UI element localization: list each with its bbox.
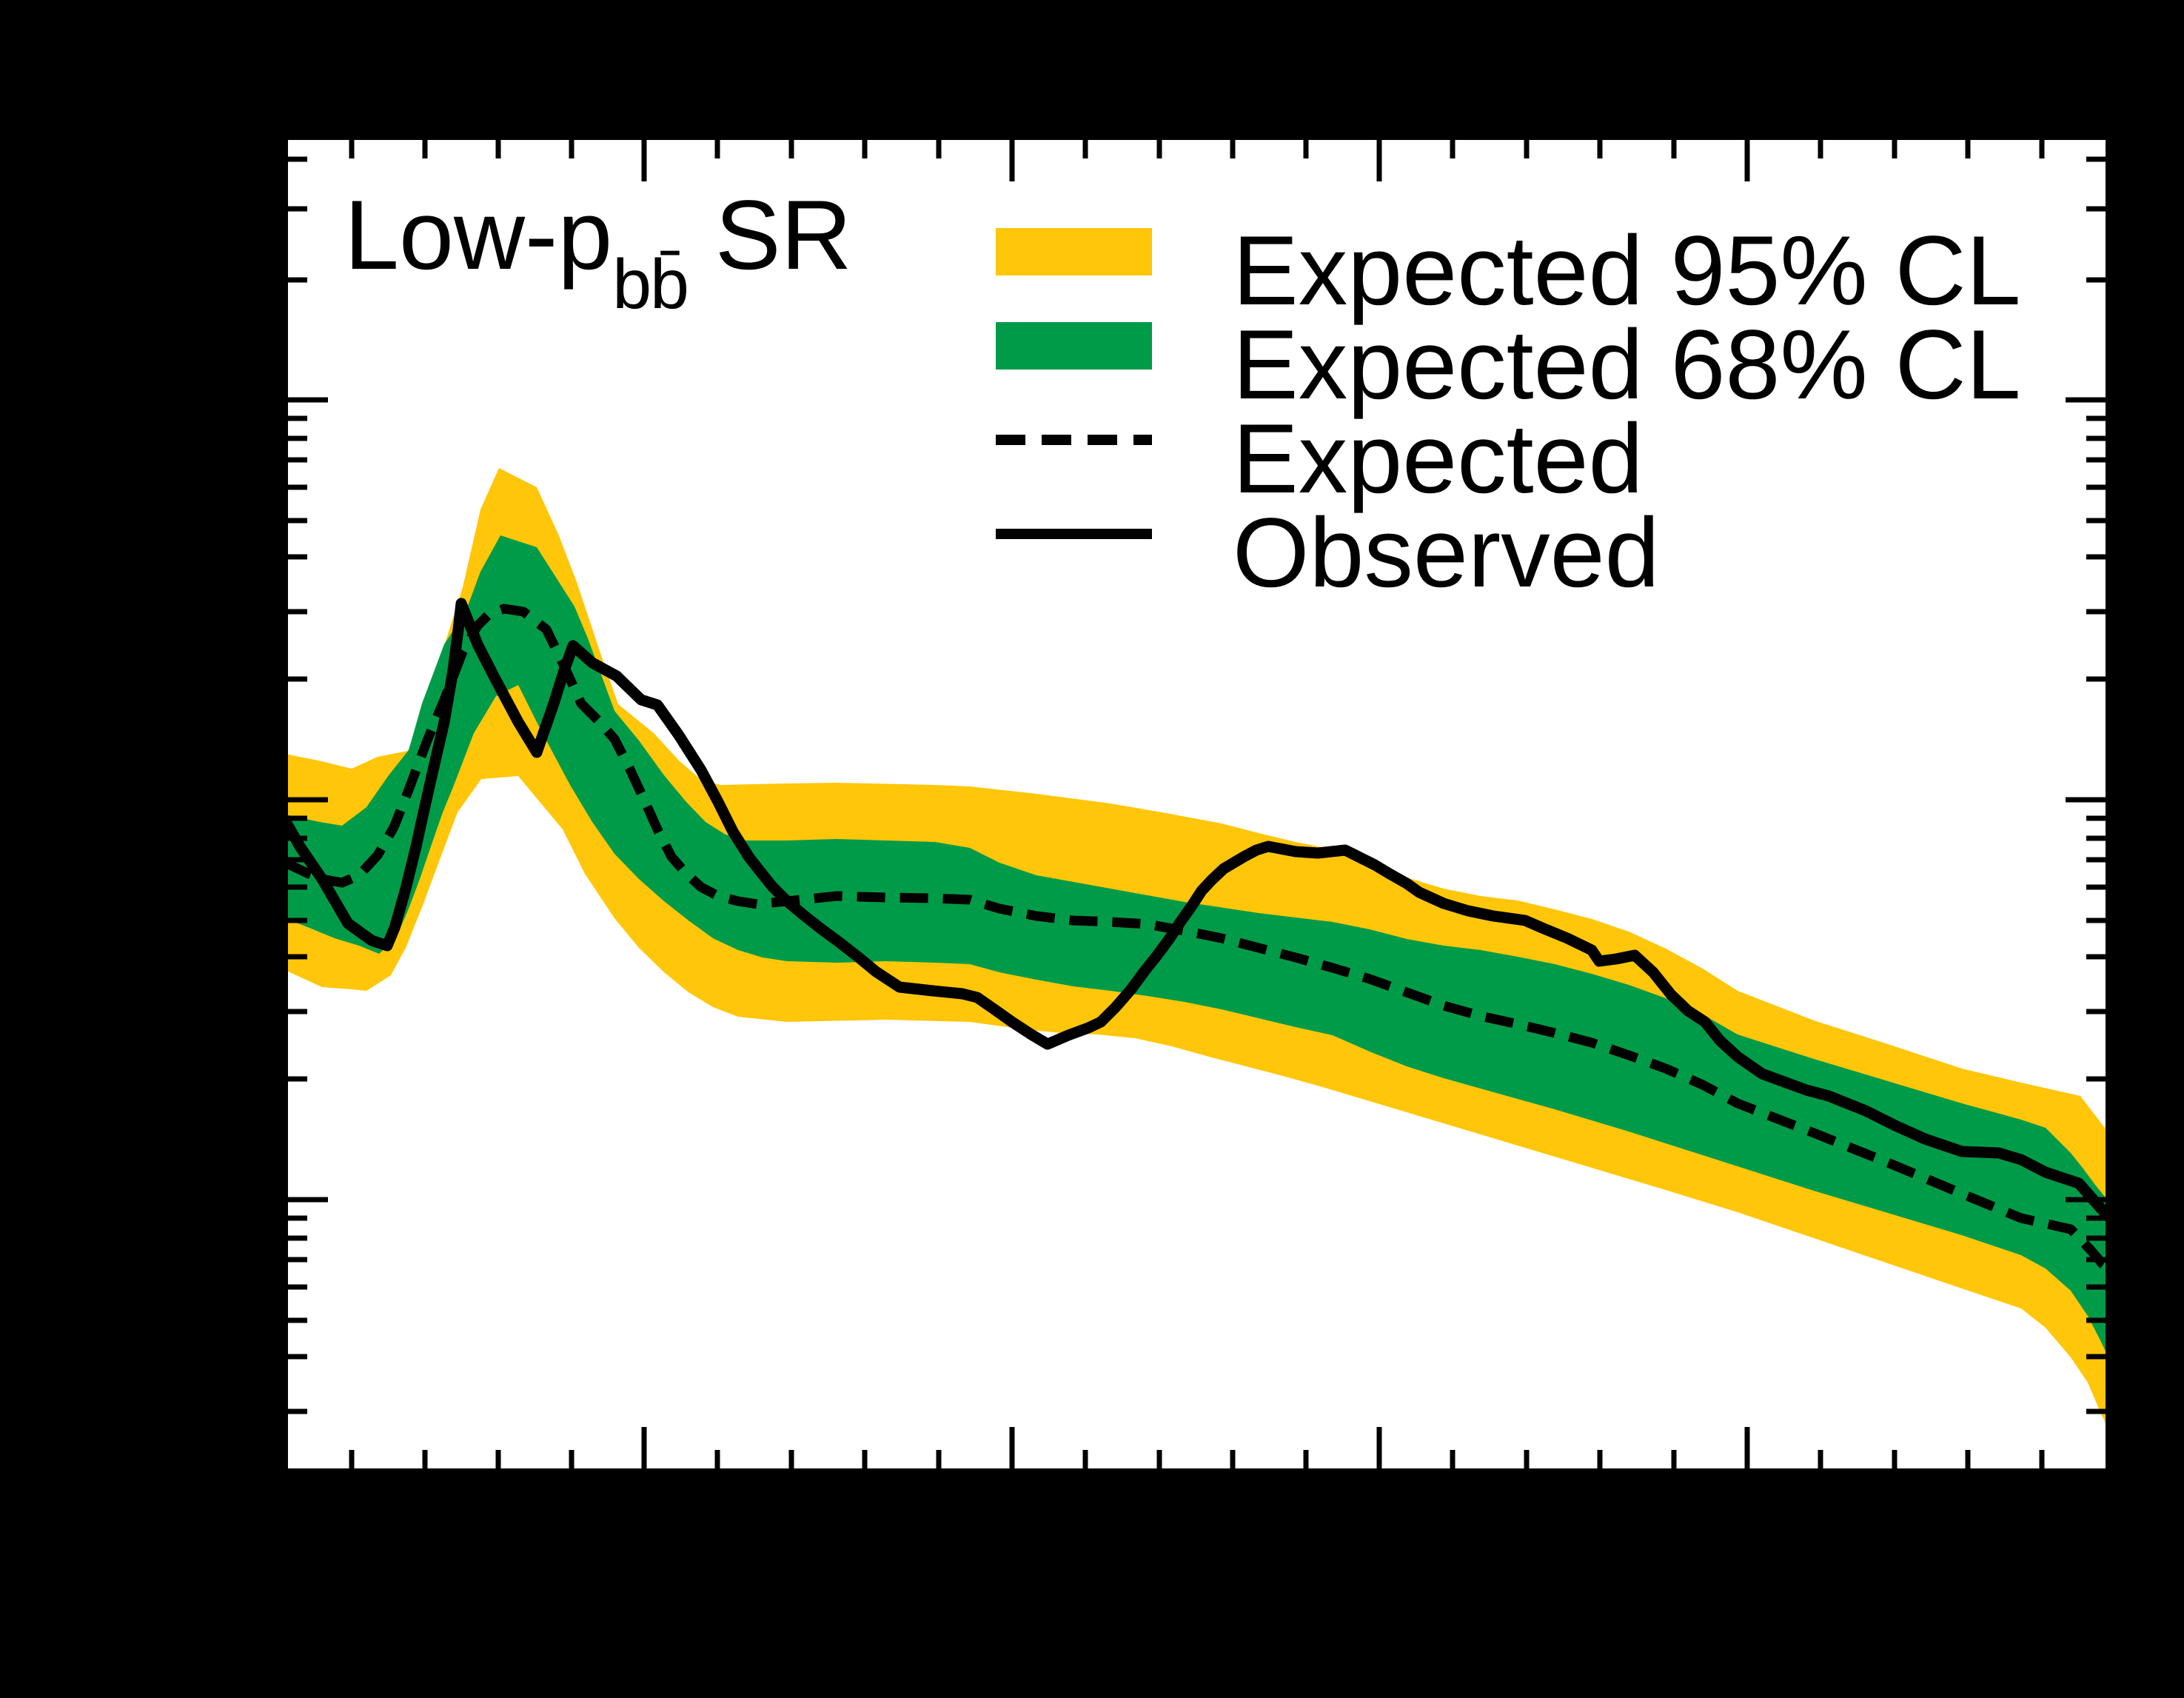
plot-frame bbox=[282, 134, 2111, 1474]
plot-region-label: Low-pbb̄ SR bbox=[344, 187, 852, 334]
band-expected-68-cl bbox=[285, 535, 2108, 1357]
plot-region-label-prefix: Low-p bbox=[344, 181, 613, 290]
series-layer bbox=[285, 468, 2108, 1429]
line-observed bbox=[285, 598, 2108, 1221]
plot-region-label-subscript: bb̄ bbox=[612, 245, 689, 324]
plot-region-label-suffix: SR bbox=[687, 181, 852, 290]
axis-ticks bbox=[285, 137, 2108, 1471]
